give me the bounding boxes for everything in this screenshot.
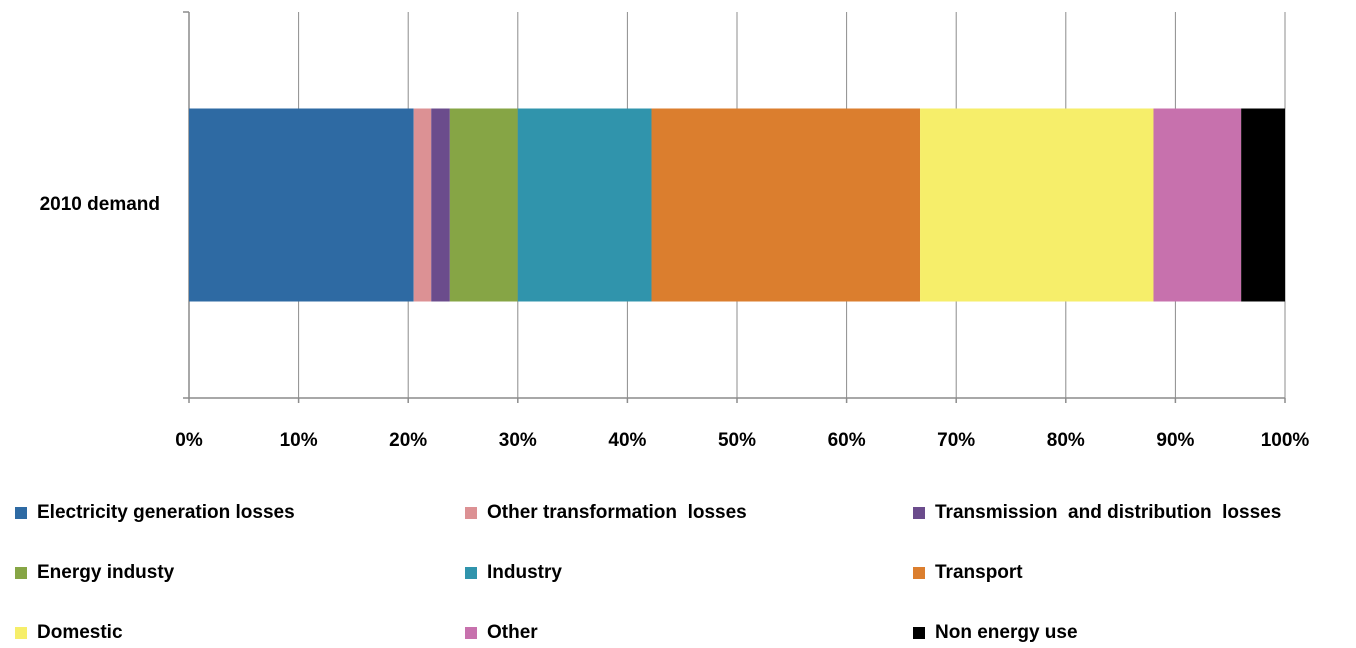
legend-swatch xyxy=(15,507,27,519)
bar-segment xyxy=(189,108,414,302)
x-tick-label: 100% xyxy=(1261,430,1310,451)
legend-swatch xyxy=(913,627,925,639)
x-tick-label: 0% xyxy=(175,430,203,451)
legend-label: Domestic xyxy=(37,622,123,643)
bar-segment xyxy=(651,108,921,302)
legend-label: Industry xyxy=(487,562,562,583)
legend-label: Electricity generation losses xyxy=(37,502,295,523)
bar-segment xyxy=(1241,108,1285,302)
legend-label: Other xyxy=(487,622,538,643)
x-tick-label: 40% xyxy=(608,430,646,451)
bar-segment xyxy=(920,108,1154,302)
legend-label: Energy industy xyxy=(37,562,175,583)
legend-label: Non energy use xyxy=(935,622,1078,643)
legend-label: Transport xyxy=(935,562,1023,583)
x-tick-label: 70% xyxy=(937,430,975,451)
y-tick-label: 2010 demand xyxy=(40,194,160,215)
bar-segment xyxy=(517,108,652,302)
legend-swatch xyxy=(15,627,27,639)
x-tick-label: 10% xyxy=(280,430,318,451)
legend-label: Other transformation losses xyxy=(487,502,747,523)
x-tick-label: 20% xyxy=(389,430,427,451)
legend-swatch xyxy=(15,567,27,579)
bar-segment xyxy=(449,108,518,302)
x-tick-label: 80% xyxy=(1047,430,1085,451)
legend-swatch xyxy=(913,567,925,579)
x-tick-label: 30% xyxy=(499,430,537,451)
legend-swatch xyxy=(913,507,925,519)
legend-label: Transmission and distribution losses xyxy=(935,502,1281,523)
x-tick-label: 60% xyxy=(828,430,866,451)
x-tick-label: 90% xyxy=(1156,430,1194,451)
legend-swatch xyxy=(465,627,477,639)
bar-segment xyxy=(431,108,450,302)
legend-swatch xyxy=(465,567,477,579)
bar-segment xyxy=(413,108,432,302)
legend-swatch xyxy=(465,507,477,519)
bar-segment xyxy=(1153,108,1242,302)
x-tick-label: 50% xyxy=(718,430,756,451)
